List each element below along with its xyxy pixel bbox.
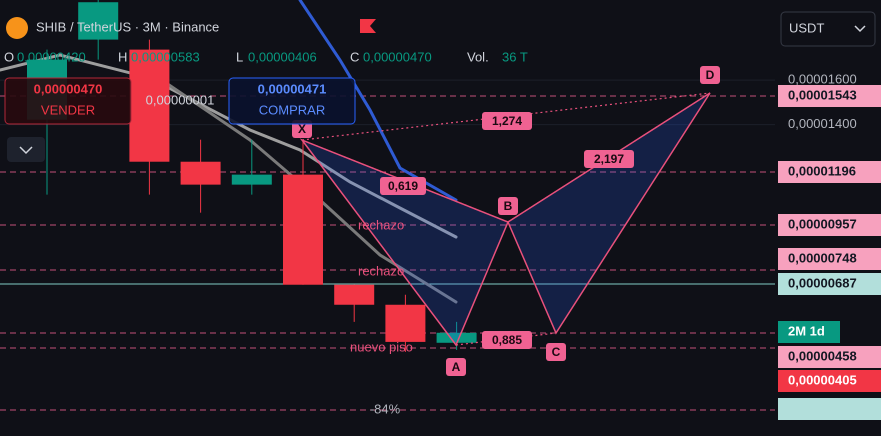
price-label: 0,00000748 bbox=[788, 250, 857, 265]
y-tick-label: 0,00001600 bbox=[788, 72, 857, 87]
candle-body bbox=[334, 284, 375, 305]
point-label: B bbox=[504, 199, 513, 213]
label-box bbox=[700, 66, 720, 84]
candle-body bbox=[129, 49, 170, 162]
price-label: 0,00000957 bbox=[788, 216, 857, 231]
price-label-box bbox=[778, 248, 881, 270]
ohlc-label: H bbox=[118, 49, 127, 64]
trade-panel: 0,00000470 VENDER 0,00000001 0,00000471 … bbox=[4, 77, 356, 162]
ohlc-value: 0,00000420 bbox=[17, 49, 86, 64]
symbol-title: SHIB / TetherUS · 3M · Binance bbox=[36, 19, 219, 34]
buy-button[interactable] bbox=[228, 77, 356, 125]
label-box bbox=[546, 343, 566, 361]
price-lines bbox=[0, 95, 775, 411]
point-label: A bbox=[452, 360, 461, 374]
candle-body bbox=[78, 2, 119, 40]
candle-body bbox=[231, 174, 272, 185]
price-label: 0,00001196 bbox=[788, 163, 856, 178]
flag-icon bbox=[360, 19, 376, 33]
price-label-box bbox=[778, 398, 881, 420]
candle-body bbox=[385, 304, 426, 342]
price-label: 0,00000405 bbox=[788, 372, 857, 387]
price-labels: 0,00001543 0,00001196 0,00000957 0,00000… bbox=[778, 85, 881, 420]
label-box bbox=[498, 197, 518, 215]
annotation: rechazo bbox=[358, 263, 404, 278]
price-label-box bbox=[778, 370, 881, 392]
price-label: 0,00000458 bbox=[788, 348, 857, 363]
ohlc-value: 0,00000406 bbox=[248, 49, 317, 64]
collapse-button[interactable] bbox=[7, 137, 45, 162]
ratio-label: 0,619 bbox=[388, 179, 418, 193]
chevron bbox=[854, 25, 866, 33]
point-label: D bbox=[706, 68, 715, 82]
header: SHIB / TetherUS · 3M · Binance O 0,00000… bbox=[4, 17, 528, 64]
buy-price: 0,00000471 bbox=[258, 81, 327, 96]
sell-price: 0,00000470 bbox=[34, 81, 103, 96]
ohlc-value: 0,00000470 bbox=[363, 49, 432, 64]
label-box bbox=[482, 331, 532, 349]
ohlc-label: L bbox=[236, 49, 243, 64]
price-label-box bbox=[778, 85, 881, 107]
ohlc-value: 0,00000583 bbox=[131, 49, 200, 64]
candle-body bbox=[180, 161, 221, 185]
timer: 2M 1d bbox=[788, 323, 825, 338]
ratio-label: 1,274 bbox=[492, 114, 522, 128]
logo bbox=[6, 17, 28, 39]
y-tick-label: 0,00001400 bbox=[788, 116, 857, 131]
ratio-label: 0,885 bbox=[492, 333, 522, 347]
annotation: nuevo piso bbox=[350, 339, 413, 354]
annotation: -84% bbox=[370, 401, 401, 416]
spread: 0,00000001 bbox=[146, 92, 215, 107]
point-label: C bbox=[552, 345, 561, 359]
chevron bbox=[19, 146, 33, 155]
candle-body bbox=[283, 174, 323, 285]
harmonic-pattern: X A B C D 0,619 0,885 1,274 2,197 bbox=[292, 66, 720, 376]
ma-line bbox=[0, 53, 458, 239]
price-label: 0,00000687 bbox=[788, 275, 857, 290]
sell-button[interactable] bbox=[4, 77, 132, 125]
label-box bbox=[380, 177, 426, 195]
y-axis: 0,00001400 0,00001600 bbox=[788, 72, 857, 131]
label-box bbox=[584, 150, 634, 168]
currency-select[interactable] bbox=[780, 11, 876, 47]
label-box bbox=[482, 112, 532, 130]
ohlc-label: C bbox=[350, 49, 359, 64]
ratio-label: 2,197 bbox=[594, 152, 624, 166]
volume-label: Vol. bbox=[467, 49, 489, 64]
annotation: rechazo bbox=[358, 217, 404, 232]
timer-box bbox=[778, 321, 840, 343]
volume-value: 36 T bbox=[502, 49, 528, 64]
price-label-box bbox=[778, 214, 881, 236]
annotations: rechazo rechazo nuevo piso bbox=[350, 217, 413, 354]
label-box bbox=[446, 358, 466, 376]
price-label: 0,00001543 bbox=[788, 87, 857, 102]
pattern-label-boxes bbox=[292, 66, 720, 376]
candle-body bbox=[436, 332, 477, 343]
price-label-box bbox=[778, 346, 881, 368]
point-label: X bbox=[298, 122, 306, 136]
ohlc-label: O bbox=[4, 49, 14, 64]
buy-label: COMPRAR bbox=[259, 102, 325, 117]
sell-label: VENDER bbox=[41, 102, 95, 117]
currency: USDT bbox=[789, 20, 824, 35]
price-label-box bbox=[778, 273, 881, 295]
price-label-box bbox=[778, 161, 881, 183]
